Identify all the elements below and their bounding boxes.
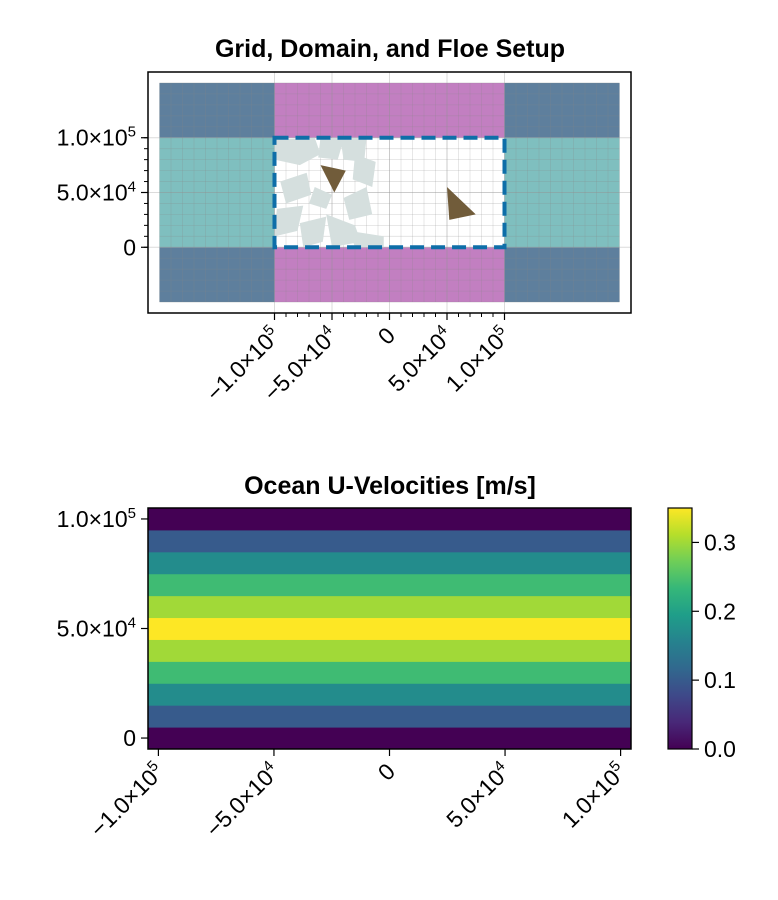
velocity-band (148, 508, 631, 531)
x-tick-label: −1.0×105 (84, 757, 169, 842)
x-tick-label: −5.0×104 (200, 757, 285, 842)
periodic-north-region (274, 82, 505, 138)
x-tick-label: 0 (373, 758, 400, 785)
ghost-corner-bottom-right (504, 247, 620, 303)
y-tick-label: 1.0×105 (57, 505, 136, 532)
topography-element (320, 165, 346, 193)
velocity-panel: Ocean U-Velocities [m/s] 1.0×105 5.0×104 0… (57, 472, 632, 842)
colorbar-tick-label: 0.2 (704, 598, 736, 624)
domain-boundary (272, 135, 507, 250)
colorbar-tick-label: 0.0 (704, 736, 736, 762)
ice-floe (299, 216, 327, 248)
y-tick-label: 1.0×105 (57, 124, 136, 151)
x-tick-label: 0 (373, 322, 400, 349)
x-tick-label: 1.0×105 (556, 757, 631, 832)
velocity-band (148, 551, 631, 575)
velocity-band (148, 529, 631, 553)
ice-floe (274, 137, 321, 166)
ice-floe (309, 187, 332, 209)
periodic-west-region (159, 137, 275, 248)
setup-y-axis: 1.0×105 5.0×104 0 (57, 124, 148, 260)
ice-floe (329, 137, 361, 149)
ghost-corner-bottom-left (159, 247, 275, 303)
setup-plot-area (148, 72, 631, 313)
colorbar-scale (667, 507, 693, 750)
ice-floe (343, 187, 373, 220)
setup-title: Grid, Domain, and Floe Setup (215, 35, 565, 63)
velocity-heatmap (148, 508, 631, 750)
periodic-east-region (504, 137, 620, 248)
velocity-band (148, 661, 631, 684)
velocity-band (148, 573, 631, 597)
colorbar-tick-label: 0.1 (704, 667, 736, 693)
velocity-x-axis: −1.0×105 −5.0×104 0 5.0×104 1.0×105 (84, 749, 631, 842)
ice-floe (349, 230, 384, 248)
colorbar-tick-label: 0.3 (704, 529, 736, 555)
topography-element (447, 187, 476, 220)
x-tick-label: 1.0×105 (440, 321, 515, 396)
velocity-band (148, 595, 631, 619)
velocity-band (148, 617, 631, 640)
velocity-band (148, 639, 631, 662)
velocity-y-axis: 1.0×105 5.0×104 0 (57, 505, 148, 751)
x-tick-label: 5.0×104 (382, 321, 457, 396)
y-tick-label: 5.0×104 (57, 179, 136, 206)
y-tick-label: 0 (123, 234, 136, 260)
x-tick-label: 5.0×104 (440, 757, 515, 832)
y-tick-label: 0 (123, 725, 136, 751)
velocity-band (148, 683, 631, 706)
velocity-band (148, 705, 631, 728)
periodic-south-region (274, 247, 505, 303)
velocity-band (148, 727, 631, 750)
y-tick-label: 5.0×104 (57, 615, 136, 642)
ghost-corner-top-left (159, 82, 275, 138)
ghost-corner-top-right (504, 82, 620, 138)
ice-floe (280, 172, 312, 204)
ice-floe (352, 154, 376, 188)
ice-floe (274, 205, 304, 237)
setup-panel: Grid, Domain, and Floe Setup 1.0×1055.0×… (57, 35, 632, 406)
colorbar-ticks: 0.0 0.1 0.2 0.3 (692, 529, 736, 762)
colorbar: 0.0 0.1 0.2 0.3 (667, 507, 736, 762)
velocity-title: Ocean U-Velocities [m/s] (244, 472, 536, 500)
